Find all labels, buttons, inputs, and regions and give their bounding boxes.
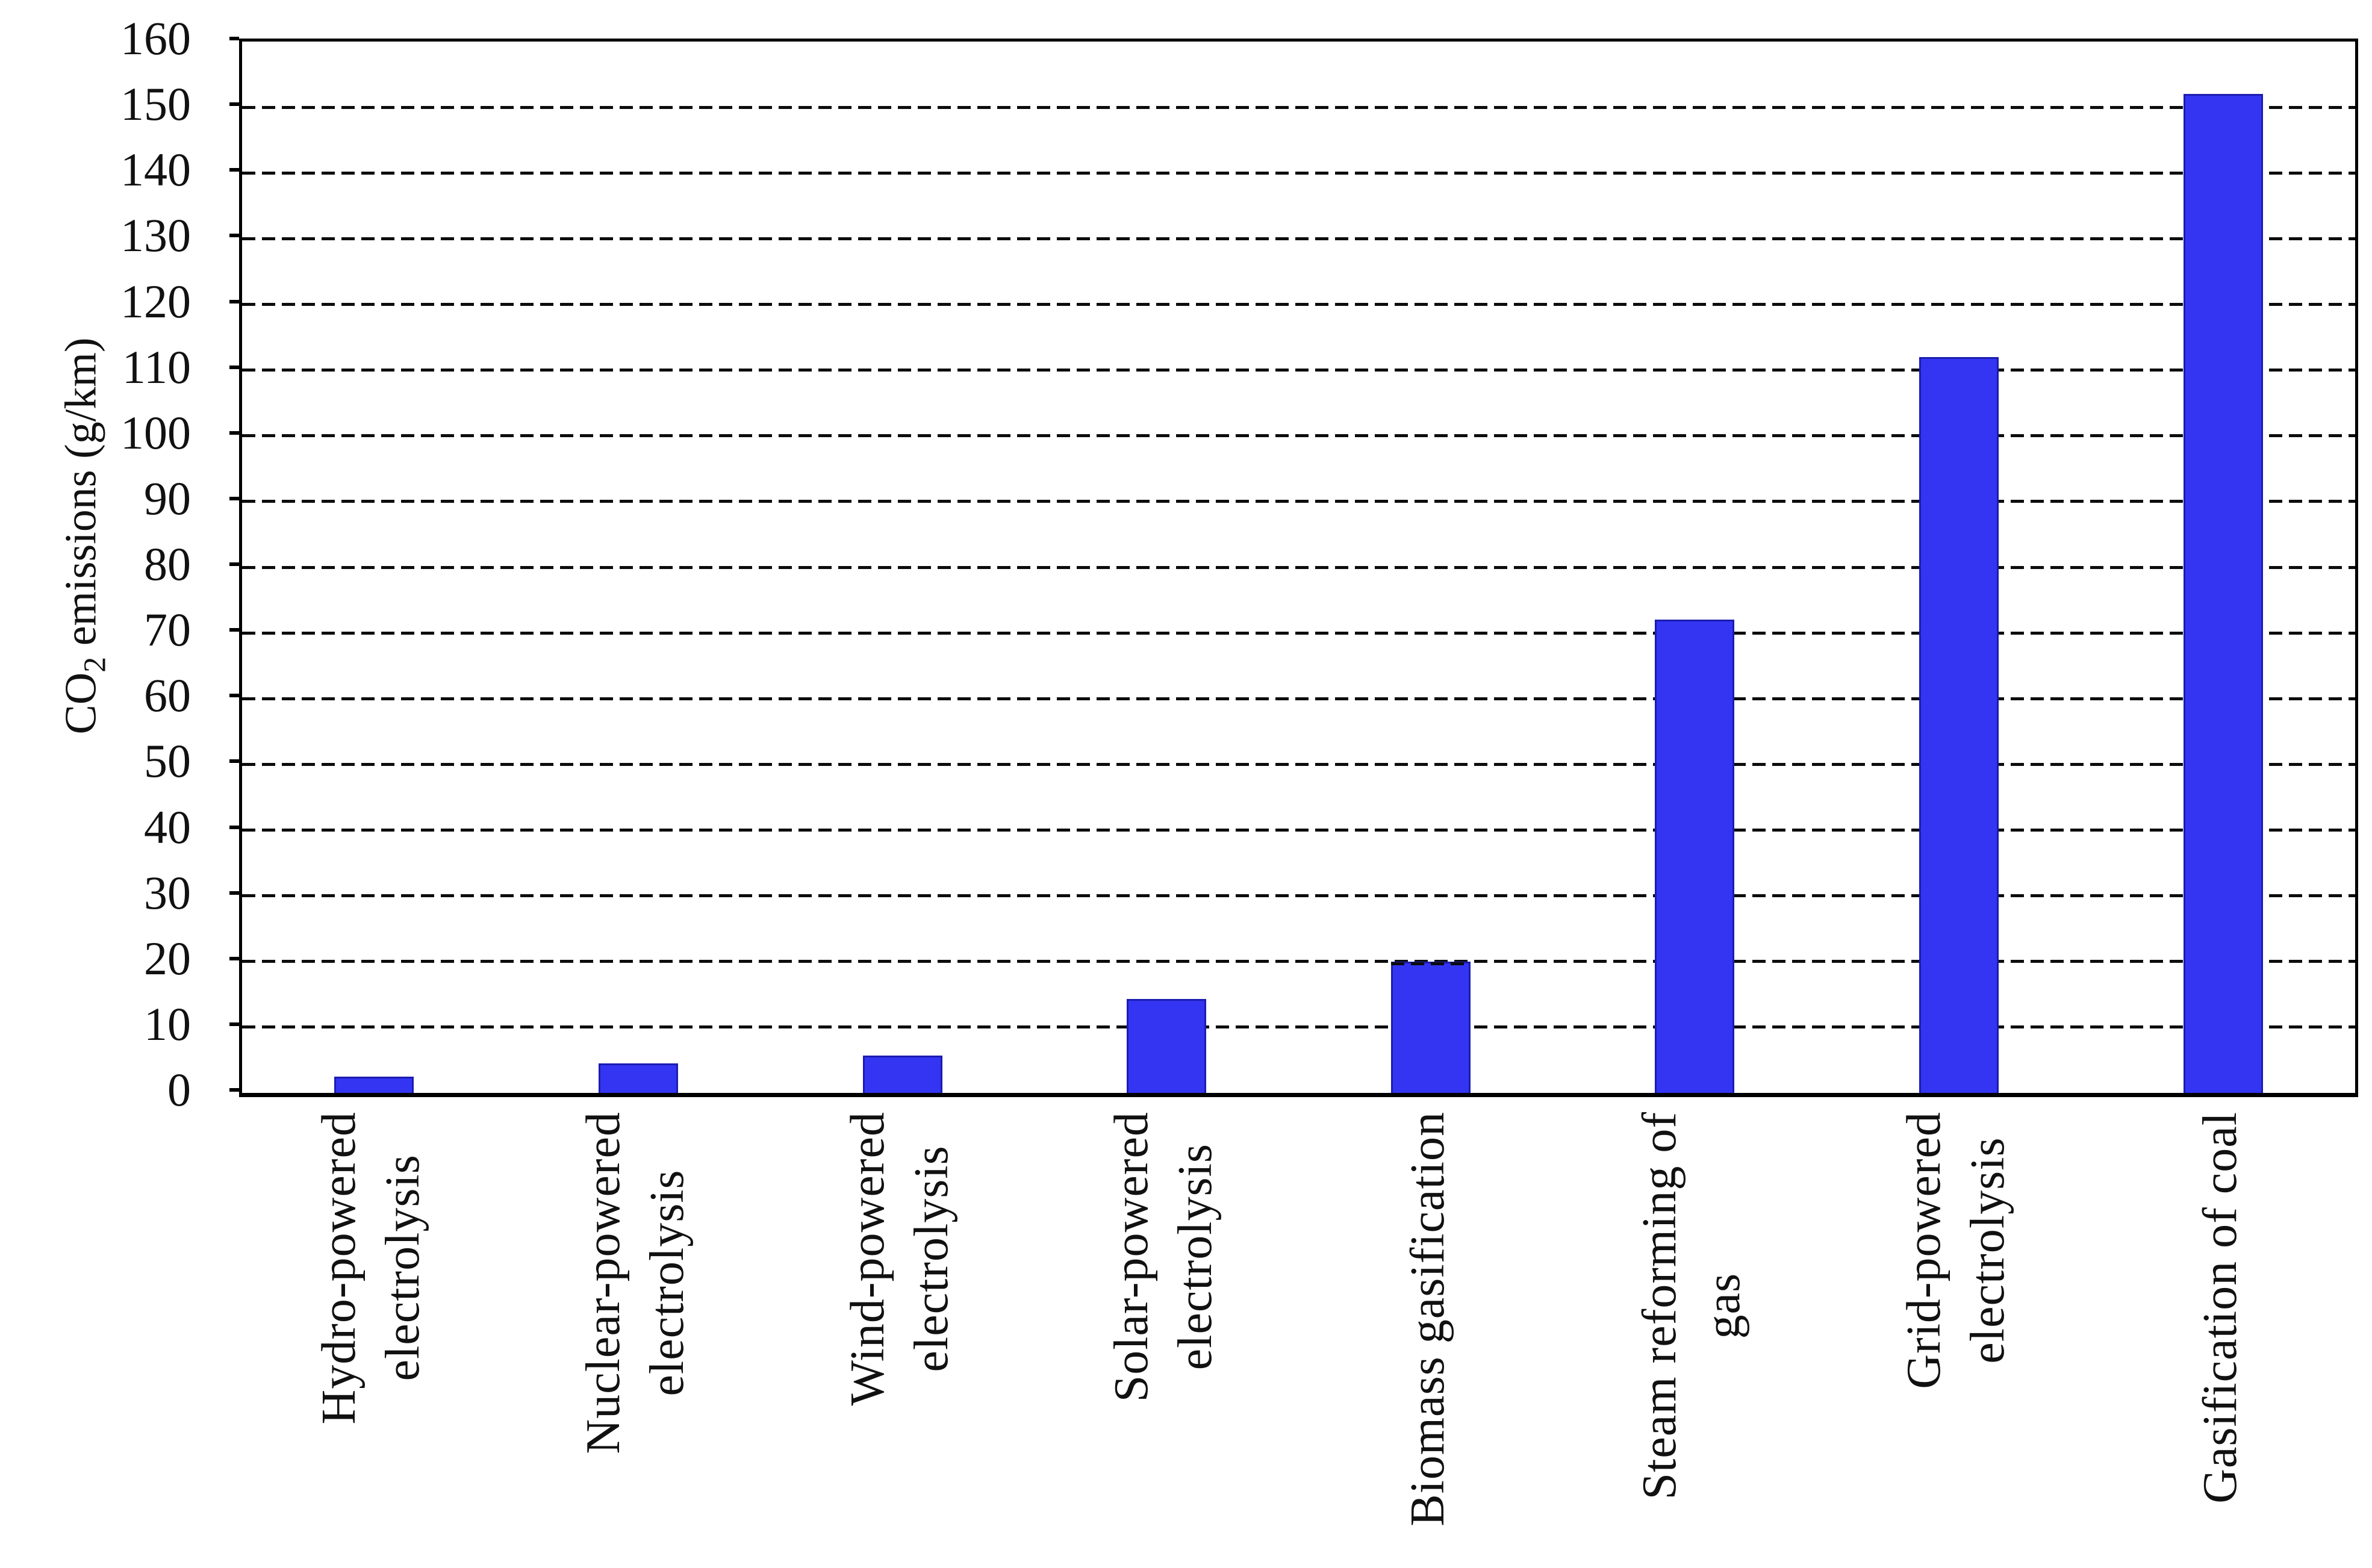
gridline-y-60 [242, 697, 2355, 700]
y-tick-80 [229, 562, 239, 566]
bar-3 [862, 1055, 942, 1093]
y-tick-150 [229, 102, 239, 107]
bar-7 [1919, 356, 1999, 1093]
gridline-y-110 [242, 369, 2355, 372]
y-tick-label-100: 100 [120, 406, 191, 459]
x-tick-label-6: Steam reforming of gas [1633, 1112, 1751, 1500]
x-tick-label-2: Nuclear-powered electrolysis [576, 1112, 694, 1454]
x-category-cell-4: Solar-powered electrolysis [1032, 1112, 1296, 1564]
gridline-y-40 [242, 829, 2355, 832]
bar-8 [2183, 94, 2263, 1093]
x-category-cell-6: Steam reforming of gas [1560, 1112, 1824, 1564]
gridline-y-10 [242, 1025, 2355, 1029]
gridline-y-130 [242, 237, 2355, 240]
y-tick-label-120: 120 [120, 275, 191, 328]
y-tick-label-90: 90 [144, 471, 191, 524]
gridline-y-100 [242, 434, 2355, 438]
y-tick-10 [229, 1022, 239, 1026]
y-tick-label-110: 110 [122, 340, 191, 393]
gridline-y-90 [242, 500, 2355, 503]
bar-6 [1655, 620, 1735, 1093]
gridline-y-120 [242, 303, 2355, 306]
x-tick-label-8: Gasification of coal [2193, 1112, 2247, 1504]
y-tick-50 [229, 759, 239, 764]
y-tick-label-50: 50 [144, 735, 191, 788]
y-tick-130 [229, 234, 239, 238]
bar-top-gridline-overlay [1390, 962, 1471, 965]
gridline-y-20 [242, 960, 2355, 963]
x-category-cell-8: Gasification of coal [2088, 1112, 2352, 1564]
y-tick-140 [229, 168, 239, 172]
y-tick-label-150: 150 [120, 78, 191, 131]
y-tick-30 [229, 891, 239, 895]
bar-1 [334, 1076, 414, 1093]
x-tick-label-1: Hydro-powered electrolysis [313, 1112, 430, 1425]
y-tick-0 [229, 1088, 239, 1092]
y-tick-label-30: 30 [144, 866, 191, 919]
bar-5 [1390, 961, 1471, 1093]
y-tick-110 [229, 365, 239, 369]
x-category-cell-3: Wind-powered electrolysis [767, 1112, 1032, 1564]
y-tick-label-70: 70 [144, 603, 191, 656]
y-tick-60 [229, 694, 239, 698]
bar-4 [1127, 998, 1207, 1093]
gridline-y-70 [242, 631, 2355, 635]
x-axis-labels: Hydro-powered electrolysis Nuclear-powere… [239, 1112, 2352, 1564]
x-category-cell-2: Nuclear-powered electrolysis [503, 1112, 768, 1564]
y-tick-label-130: 130 [120, 209, 191, 262]
gridline-y-50 [242, 762, 2355, 766]
y-tick-label-60: 60 [144, 669, 191, 722]
bar-2 [598, 1063, 678, 1093]
y-tick-label-10: 10 [144, 997, 191, 1050]
gridline-y-30 [242, 894, 2355, 898]
y-tick-120 [229, 299, 239, 303]
y-tick-70 [229, 628, 239, 632]
y-tick-label-40: 40 [144, 800, 191, 853]
y-tick-label-0: 0 [167, 1063, 191, 1116]
y-tick-20 [229, 956, 239, 960]
y-tick-label-160: 160 [120, 12, 191, 64]
x-tick-label-5: Biomass gasification [1401, 1112, 1454, 1526]
y-tick-100 [229, 431, 239, 435]
gridline-y-150 [242, 105, 2355, 109]
y-tick-label-20: 20 [144, 932, 191, 985]
x-tick-label-4: Solar-powered electrolysis [1105, 1112, 1222, 1402]
y-tick-90 [229, 496, 239, 500]
y-tick-40 [229, 825, 239, 829]
plot-area [239, 39, 2358, 1097]
gridline-y-80 [242, 565, 2355, 569]
y-tick-160 [229, 37, 239, 40]
x-tick-label-7: Grid-powered electrolysis [1897, 1112, 2015, 1389]
gridline-y-140 [242, 171, 2355, 175]
x-tick-label-3: Wind-powered electrolysis [841, 1112, 958, 1406]
x-category-cell-7: Grid-powered electrolysis [1824, 1112, 2088, 1564]
y-tick-label-140: 140 [120, 143, 191, 196]
y-tick-label-80: 80 [144, 538, 191, 590]
x-category-cell-1: Hydro-powered electrolysis [239, 1112, 503, 1564]
x-category-cell-5: Biomass gasification [1296, 1112, 1560, 1564]
